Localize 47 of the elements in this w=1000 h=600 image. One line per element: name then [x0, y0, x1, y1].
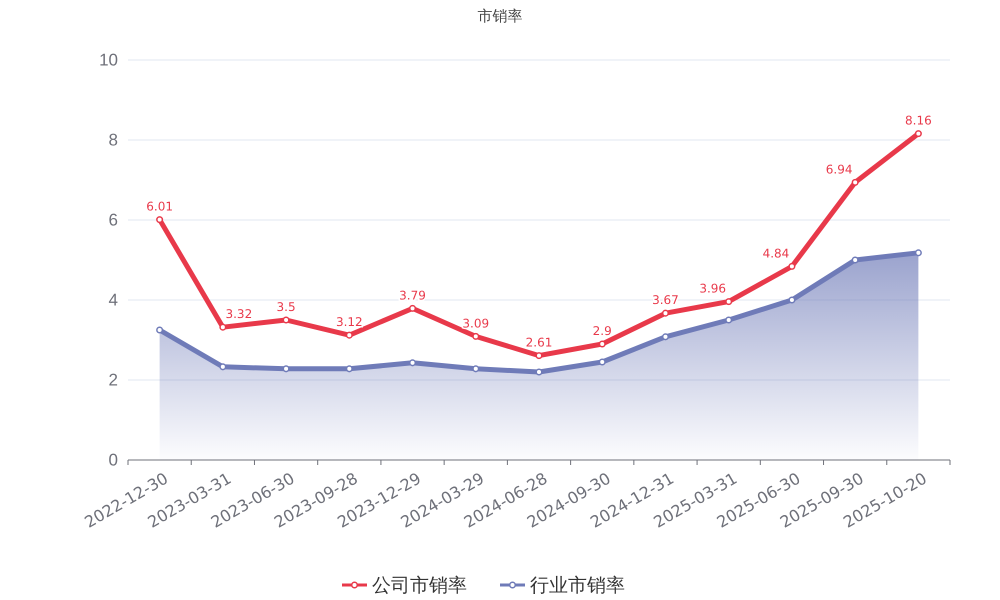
data-label: 3.12 — [336, 315, 363, 330]
point — [788, 296, 796, 304]
point — [282, 365, 290, 372]
data-label: 8.16 — [905, 114, 932, 128]
point — [282, 316, 290, 324]
point — [914, 249, 922, 256]
data-label: 3.09 — [462, 316, 490, 330]
chart-title: 市销率 — [478, 7, 522, 25]
data-label: 3.79 — [399, 288, 426, 302]
point — [725, 298, 732, 306]
data-label: 6.01 — [146, 200, 173, 214]
point — [156, 326, 164, 334]
y-tick-label: 10 — [99, 50, 118, 70]
data-label: 3.67 — [652, 293, 679, 308]
data-label: 3.96 — [699, 282, 726, 296]
point — [852, 178, 859, 186]
point — [598, 358, 606, 366]
point — [914, 130, 922, 138]
y-tick-label: 2 — [108, 370, 118, 390]
data-label: 3.32 — [225, 307, 252, 322]
point — [156, 216, 164, 224]
data-label: 6.94 — [826, 162, 853, 176]
point — [852, 256, 859, 264]
point — [598, 340, 606, 348]
point — [409, 304, 416, 312]
point — [346, 365, 353, 372]
data-label: 2.61 — [526, 336, 552, 350]
data-label: 3.5 — [276, 300, 296, 314]
legend-label: 行业市销率 — [530, 574, 625, 597]
y-tick-label: 6 — [108, 210, 118, 230]
point — [535, 368, 543, 376]
point — [788, 262, 796, 270]
point — [725, 316, 732, 324]
point — [219, 324, 226, 331]
point — [219, 363, 226, 370]
y-tick-label: 0 — [108, 450, 118, 470]
y-tick-label: 4 — [108, 290, 118, 310]
legend-label: 公司市销率 — [372, 574, 467, 597]
point — [662, 333, 669, 340]
point — [535, 352, 543, 360]
point — [472, 332, 480, 340]
data-label: 4.84 — [762, 246, 790, 260]
y-tick-label: 8 — [108, 130, 118, 150]
point — [662, 310, 669, 317]
data-label: 2.9 — [592, 324, 612, 338]
point — [346, 332, 353, 339]
point — [472, 365, 480, 372]
